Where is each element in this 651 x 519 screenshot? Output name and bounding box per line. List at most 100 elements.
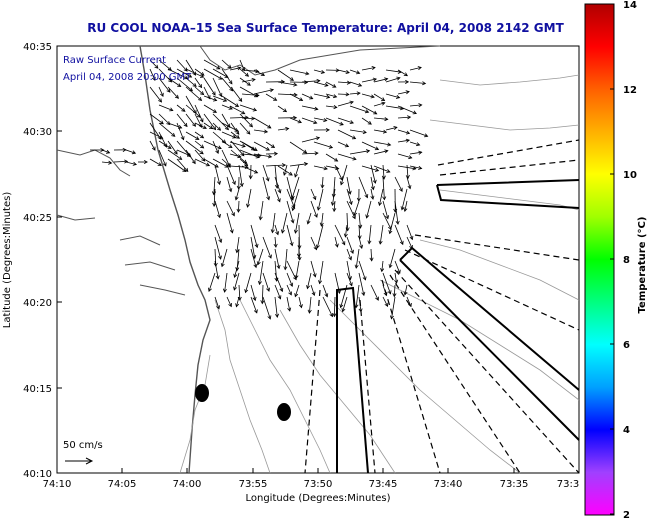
current-vector-head	[213, 97, 218, 102]
current-vector-head	[183, 122, 188, 128]
current-vector-head	[367, 240, 372, 245]
current-vector-head	[348, 282, 353, 287]
current-vector	[307, 272, 312, 289]
current-vector	[284, 248, 288, 270]
current-vector	[379, 188, 384, 206]
current-vector	[234, 260, 240, 278]
current-vector-head	[384, 77, 389, 82]
current-vector-head	[289, 77, 294, 81]
current-vector	[292, 188, 300, 211]
current-vector	[212, 113, 229, 130]
current-vector	[394, 200, 399, 225]
current-vector-head	[364, 109, 370, 114]
current-vector-head	[237, 154, 242, 159]
current-vector	[358, 260, 366, 281]
current-vector	[185, 149, 196, 164]
current-vector	[382, 272, 391, 294]
current-vector	[158, 59, 172, 71]
buoy-marker-1	[195, 384, 209, 402]
current-vector	[221, 140, 233, 148]
current-vector	[250, 236, 256, 259]
current-vector-head	[260, 72, 266, 76]
current-vector	[158, 149, 167, 167]
current-vector	[286, 296, 291, 311]
current-vector-head	[395, 220, 400, 225]
cb-tick: 10	[610, 170, 637, 181]
current-vector	[214, 236, 222, 260]
cb-tick: 12	[610, 85, 637, 96]
current-vector-head	[416, 142, 421, 147]
current-vector	[262, 236, 272, 259]
current-vector	[185, 104, 201, 118]
current-vector-head	[313, 120, 318, 125]
current-vector-head	[405, 90, 410, 95]
current-vector	[283, 164, 288, 176]
current-vector	[277, 128, 289, 131]
current-vector-head	[316, 244, 320, 249]
current-vector-head	[352, 156, 357, 161]
current-vector	[310, 260, 316, 277]
current-vector-head	[356, 91, 361, 96]
current-vector-head	[293, 82, 298, 87]
y-tick-label: 40:25	[23, 213, 52, 224]
current-vector	[226, 176, 232, 192]
current-vector-head	[241, 110, 246, 115]
current-vector-head	[288, 171, 293, 176]
y-axis: 40:35 40:30 40:25 40:20 40:15 40:10	[23, 42, 62, 480]
current-vector	[239, 104, 257, 111]
current-vector-head	[293, 229, 298, 234]
current-vector	[406, 296, 412, 307]
current-vectors	[90, 59, 429, 320]
y-tick-label: 40:20	[23, 298, 52, 309]
current-vector	[230, 131, 240, 139]
current-vector	[158, 140, 172, 149]
current-vector-head	[260, 300, 265, 305]
current-vector	[185, 131, 200, 140]
current-vector	[241, 165, 258, 174]
x-axis-label: Longitude (Degrees:Minutes)	[245, 493, 390, 504]
current-vector	[361, 165, 379, 172]
current-vector-head	[374, 167, 380, 172]
current-vector-head	[143, 159, 148, 165]
current-vector-head	[124, 159, 129, 164]
current-vector	[158, 122, 176, 137]
current-vector-head	[235, 303, 240, 308]
current-vector-head	[375, 296, 379, 301]
x-tick-label: 73:3	[557, 479, 579, 490]
current-vector-head	[403, 207, 408, 213]
current-vector-head	[248, 123, 253, 128]
current-vector	[185, 95, 197, 114]
current-vector	[358, 236, 363, 249]
current-vector	[194, 140, 204, 149]
cb-tick: 14	[610, 0, 637, 11]
current-vector-head	[258, 216, 263, 221]
current-vector	[349, 150, 370, 155]
current-vector	[349, 69, 360, 74]
current-vector	[274, 176, 281, 193]
current-vector	[385, 69, 402, 73]
current-vector	[286, 260, 297, 280]
current-vector-head	[232, 180, 236, 186]
current-vector	[373, 93, 385, 101]
current-vector-head	[418, 103, 423, 108]
current-vector-head	[311, 291, 316, 296]
current-vector-head	[227, 64, 232, 69]
current-vector	[346, 200, 356, 219]
y-tick: 40:20	[23, 298, 62, 309]
current-vector	[253, 117, 272, 129]
current-vector	[214, 200, 221, 218]
y-tick-label: 40:15	[23, 384, 52, 395]
current-vector-head	[294, 293, 299, 298]
current-vector	[409, 151, 422, 155]
current-vector	[212, 122, 221, 131]
current-vector-head	[334, 157, 339, 162]
x-tick: 74:00	[173, 468, 201, 490]
current-vector	[370, 176, 374, 190]
current-vector	[373, 141, 391, 146]
current-vector	[262, 176, 270, 200]
current-vector-head	[239, 182, 244, 188]
current-vector-head	[181, 107, 186, 112]
current-vector	[265, 164, 286, 167]
current-vector	[313, 141, 333, 148]
current-vector	[322, 284, 328, 297]
